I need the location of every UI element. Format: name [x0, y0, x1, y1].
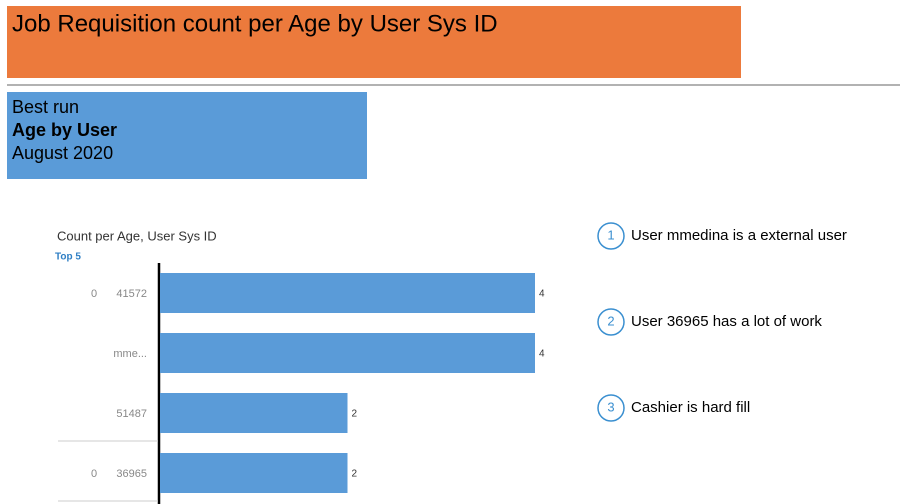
note-number: 3: [607, 399, 614, 414]
chart-title: Count per Age, User Sys ID: [57, 228, 217, 243]
note-badge: [597, 394, 625, 422]
data-label: 2: [352, 469, 358, 480]
header-box: [7, 6, 741, 78]
bar: [160, 333, 535, 373]
group-label: 0: [91, 288, 97, 300]
data-label: 4: [539, 349, 545, 360]
data-label: 2: [352, 409, 358, 420]
note-text: Cashier is hard fill: [631, 399, 750, 416]
info-line: Age by User: [12, 120, 117, 140]
data-label: 4: [539, 289, 545, 300]
note-badge: [597, 222, 625, 250]
category-label: 51487: [116, 408, 147, 420]
bar: [160, 453, 348, 493]
info-box: [7, 92, 367, 179]
bar: [160, 273, 535, 313]
info-line: Best run: [12, 97, 79, 117]
note-text: User mmedina is a external user: [631, 227, 847, 244]
header-title: Job Requisition count per Age by User Sy…: [12, 10, 498, 37]
note-badge: [597, 308, 625, 336]
note-number: 1: [607, 227, 614, 242]
bar: [160, 393, 348, 433]
category-label: 41572: [116, 288, 147, 300]
note-text: User 36965 has a lot of work: [631, 313, 822, 330]
category-label: mme...: [113, 348, 147, 360]
note-number: 2: [607, 313, 614, 328]
group-label: 0: [91, 468, 97, 480]
category-label: 36965: [116, 468, 147, 480]
info-line: August 2020: [12, 143, 113, 163]
chart-subtitle: Top 5: [55, 252, 81, 263]
